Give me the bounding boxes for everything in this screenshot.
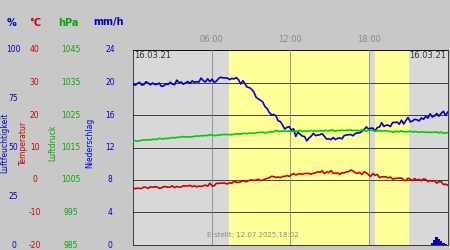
Text: hPa: hPa xyxy=(58,18,79,28)
Text: 995: 995 xyxy=(64,208,78,217)
Text: 25: 25 xyxy=(9,192,18,201)
Text: 1045: 1045 xyxy=(61,46,81,54)
Bar xyxy=(433,240,436,245)
Text: 75: 75 xyxy=(9,94,18,103)
Text: 06:00: 06:00 xyxy=(199,35,224,44)
Bar xyxy=(436,237,438,245)
Text: %: % xyxy=(7,18,17,28)
Text: 16.03.21: 16.03.21 xyxy=(135,51,171,60)
Text: 100: 100 xyxy=(6,46,21,54)
Bar xyxy=(440,241,442,245)
Text: 16.03.21: 16.03.21 xyxy=(409,51,446,60)
Text: Luftdruck: Luftdruck xyxy=(49,124,58,161)
Text: 4: 4 xyxy=(108,208,112,217)
Text: 20: 20 xyxy=(30,110,40,120)
Text: 12:00: 12:00 xyxy=(279,35,302,44)
Text: Temperatur: Temperatur xyxy=(19,120,28,164)
Text: 0: 0 xyxy=(11,240,16,250)
Text: -20: -20 xyxy=(28,240,41,250)
Text: 1015: 1015 xyxy=(62,143,81,152)
Text: mm/h: mm/h xyxy=(94,18,124,28)
Bar xyxy=(229,50,369,245)
Text: 40: 40 xyxy=(30,46,40,54)
Text: 18:00: 18:00 xyxy=(357,35,381,44)
Bar xyxy=(444,244,447,245)
Text: Erstellt: 12.07.2025,18:02: Erstellt: 12.07.2025,18:02 xyxy=(207,232,298,237)
Bar xyxy=(375,50,408,245)
Bar xyxy=(438,238,440,245)
Text: 985: 985 xyxy=(64,240,78,250)
Text: 0: 0 xyxy=(32,176,37,184)
Bar xyxy=(446,244,449,245)
Text: Niederschlag: Niederschlag xyxy=(86,118,94,168)
Text: 12: 12 xyxy=(105,143,115,152)
Text: 16: 16 xyxy=(105,110,115,120)
Text: -10: -10 xyxy=(28,208,41,217)
Text: 24: 24 xyxy=(105,46,115,54)
Text: 30: 30 xyxy=(30,78,40,87)
Text: 50: 50 xyxy=(9,143,18,152)
Text: 8: 8 xyxy=(108,176,112,184)
Text: 1005: 1005 xyxy=(61,176,81,184)
Text: 0: 0 xyxy=(108,240,112,250)
Text: Luftfeuchtigkeit: Luftfeuchtigkeit xyxy=(0,112,9,173)
Text: 1035: 1035 xyxy=(61,78,81,87)
Text: 10: 10 xyxy=(30,143,40,152)
Bar xyxy=(442,242,445,245)
Bar xyxy=(431,242,434,245)
Text: 1025: 1025 xyxy=(62,110,81,120)
Text: °C: °C xyxy=(29,18,41,28)
Text: 20: 20 xyxy=(105,78,115,87)
